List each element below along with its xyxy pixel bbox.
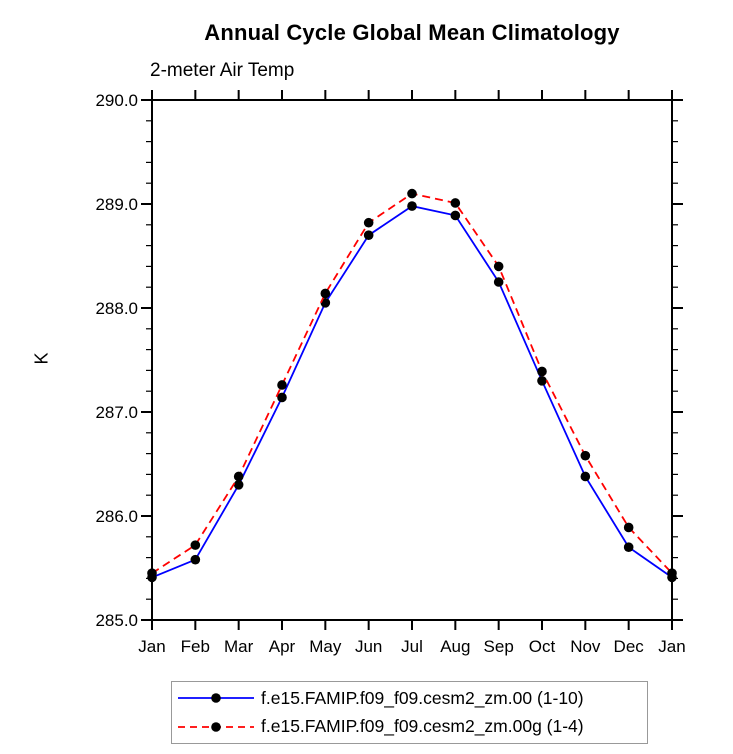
series-0-marker xyxy=(363,230,374,240)
series-1-marker xyxy=(233,471,244,482)
legend-item-series-1: f.e15.FAMIP.f09_f09.cesm2_zm.00g (1-4) xyxy=(172,713,647,742)
series-1-marker xyxy=(147,568,157,578)
series-0-marker xyxy=(190,554,201,565)
series-0-marker xyxy=(537,376,547,386)
series-0-marker xyxy=(277,392,287,403)
series-1-marker xyxy=(450,198,461,208)
chart-title: Annual Cycle Global Mean Climatology xyxy=(204,20,620,45)
x-tick-label: Oct xyxy=(529,637,556,656)
y-tick-label: 290.0 xyxy=(95,91,138,110)
x-tick-label: May xyxy=(309,637,342,656)
series-1-marker xyxy=(190,540,201,550)
chart-subtitle: 2-meter Air Temp xyxy=(150,60,295,81)
x-tick-label: Sep xyxy=(484,637,514,656)
series-line-0 xyxy=(151,205,673,579)
legend-label-series-0: f.e15.FAMIP.f09_f09.cesm2_zm.00 (1-10) xyxy=(261,687,584,708)
series-1-marker xyxy=(537,366,547,377)
x-tick-label: Jun xyxy=(355,637,382,656)
series-1-marker xyxy=(407,188,417,199)
x-tick-label: Mar xyxy=(224,637,254,656)
series-1-marker xyxy=(493,261,504,272)
x-tick-label: Aug xyxy=(440,637,470,656)
legend: f.e15.FAMIP.f09_f09.cesm2_zm.00 (1-10) f… xyxy=(171,681,648,744)
x-tick-label: Apr xyxy=(269,637,296,656)
series-1-marker xyxy=(320,288,331,299)
series-0-marker xyxy=(580,471,591,482)
y-tick-label: 286.0 xyxy=(95,507,138,526)
x-tick-label: Nov xyxy=(570,637,601,656)
series-1-marker xyxy=(363,217,374,228)
legend-line-sample-dashed xyxy=(178,721,254,732)
series-1-marker xyxy=(277,380,287,390)
x-tick-label: Feb xyxy=(181,637,210,656)
series-0-marker xyxy=(493,277,504,287)
y-tick-label: 288.0 xyxy=(95,299,138,318)
x-tick-label: Jan xyxy=(138,637,165,656)
series-1-marker xyxy=(667,568,677,578)
axis-frame xyxy=(151,99,673,621)
series-1-marker xyxy=(580,450,591,461)
series-0-marker xyxy=(233,480,244,490)
series-1-marker xyxy=(623,522,634,533)
y-tick-label: 287.0 xyxy=(95,403,138,422)
series-0-marker xyxy=(450,210,461,221)
x-tick-label: Dec xyxy=(614,637,645,656)
y-tick-label: 289.0 xyxy=(95,195,138,214)
y-tick-label: 285.0 xyxy=(95,611,138,630)
series-line-1 xyxy=(151,192,673,574)
x-tick-label: Jan xyxy=(658,637,685,656)
x-tick-label: Jul xyxy=(401,637,423,656)
series-0-marker xyxy=(623,542,634,552)
legend-line-sample-solid xyxy=(178,693,254,704)
series-0-marker xyxy=(407,201,417,211)
legend-label-series-1: f.e15.FAMIP.f09_f09.cesm2_zm.00g (1-4) xyxy=(261,716,584,737)
legend-item-series-0: f.e15.FAMIP.f09_f09.cesm2_zm.00 (1-10) xyxy=(172,684,647,713)
